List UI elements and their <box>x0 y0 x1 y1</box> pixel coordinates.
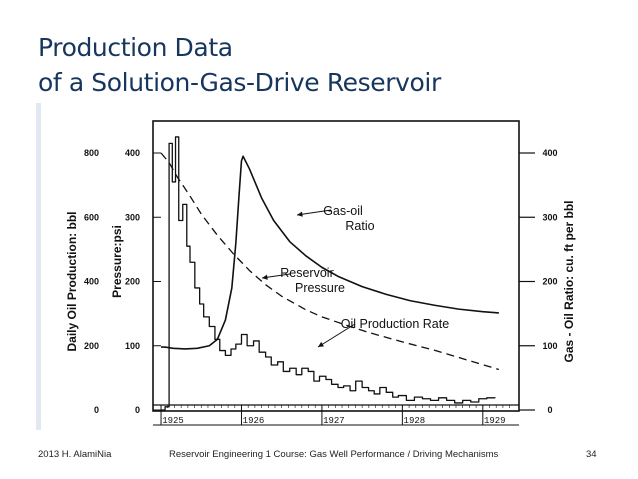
x-tick-label: 1929 <box>484 416 506 426</box>
oil-axis-label: Daily Oil Production: bbl <box>65 211 79 351</box>
gor-tick-label: 400 <box>542 148 557 158</box>
gas-oil-ratio-label: Gas-oil <box>323 204 363 218</box>
footer-course: Reservoir Engineering 1 Course: Gas Well… <box>169 449 499 460</box>
slide-title: Production Data of a Solution-Gas-Drive … <box>38 30 441 100</box>
x-tick-label: 1927 <box>323 416 345 426</box>
pressure-tick-label: 0 <box>135 405 140 415</box>
pressure-tick-label: 400 <box>125 148 140 158</box>
oil-tick-label: 0 <box>94 405 99 415</box>
reservoir-pressure-label: Pressure <box>295 281 345 295</box>
oil-tick-label: 200 <box>84 341 99 351</box>
gor-tick-label: 300 <box>542 212 557 222</box>
gas-oil-ratio-line <box>161 155 499 350</box>
gas-oil-ratio-label: Ratio <box>345 219 374 233</box>
gor-tick-label: 200 <box>542 277 557 287</box>
footer-author: 2013 H. AlamiNia <box>38 449 112 460</box>
pressure-axis-label: Pressure:psi <box>110 225 124 298</box>
gor-axis-label: Gas - Oil Ratio: cu. ft per bbl <box>562 200 576 362</box>
pressure-tick-label: 100 <box>125 341 140 351</box>
x-tick-label: 1925 <box>162 416 184 426</box>
pressure-tick-label: 200 <box>125 277 140 287</box>
slide-title-line-2: of a Solution-Gas-Drive Reservoir <box>38 68 441 97</box>
oil-tick-label: 400 <box>84 277 99 287</box>
gas-oil-ratio-leader-line <box>296 209 332 216</box>
reservoir-pressure-label: Reservoir <box>280 266 334 280</box>
gor-tick-label: 100 <box>542 341 557 351</box>
oil-production-rate-leader-arrow <box>318 341 324 347</box>
slide-title-line-1: Production Data <box>38 33 233 62</box>
oil-production-rate-line <box>161 136 496 411</box>
x-tick-label: 1928 <box>404 416 426 426</box>
oil-production-rate-label: Oil Production Rate <box>341 317 449 331</box>
gor-tick-label: 0 <box>547 405 552 415</box>
oil-tick-label: 600 <box>84 212 99 222</box>
oil-tick-label: 800 <box>84 148 99 158</box>
gas-oil-ratio-leader-arrow <box>297 211 303 217</box>
plot-frame <box>152 120 520 412</box>
reservoir-pressure-leader-arrow <box>262 274 268 280</box>
reservoir-pressure-line <box>160 152 500 371</box>
oil-production-rate-leader-line <box>317 323 356 348</box>
footer-page-number: 34 <box>586 449 597 460</box>
pressure-tick-label: 300 <box>125 212 140 222</box>
x-tick-label: 1926 <box>243 416 265 426</box>
left-accent-bar <box>36 103 41 430</box>
